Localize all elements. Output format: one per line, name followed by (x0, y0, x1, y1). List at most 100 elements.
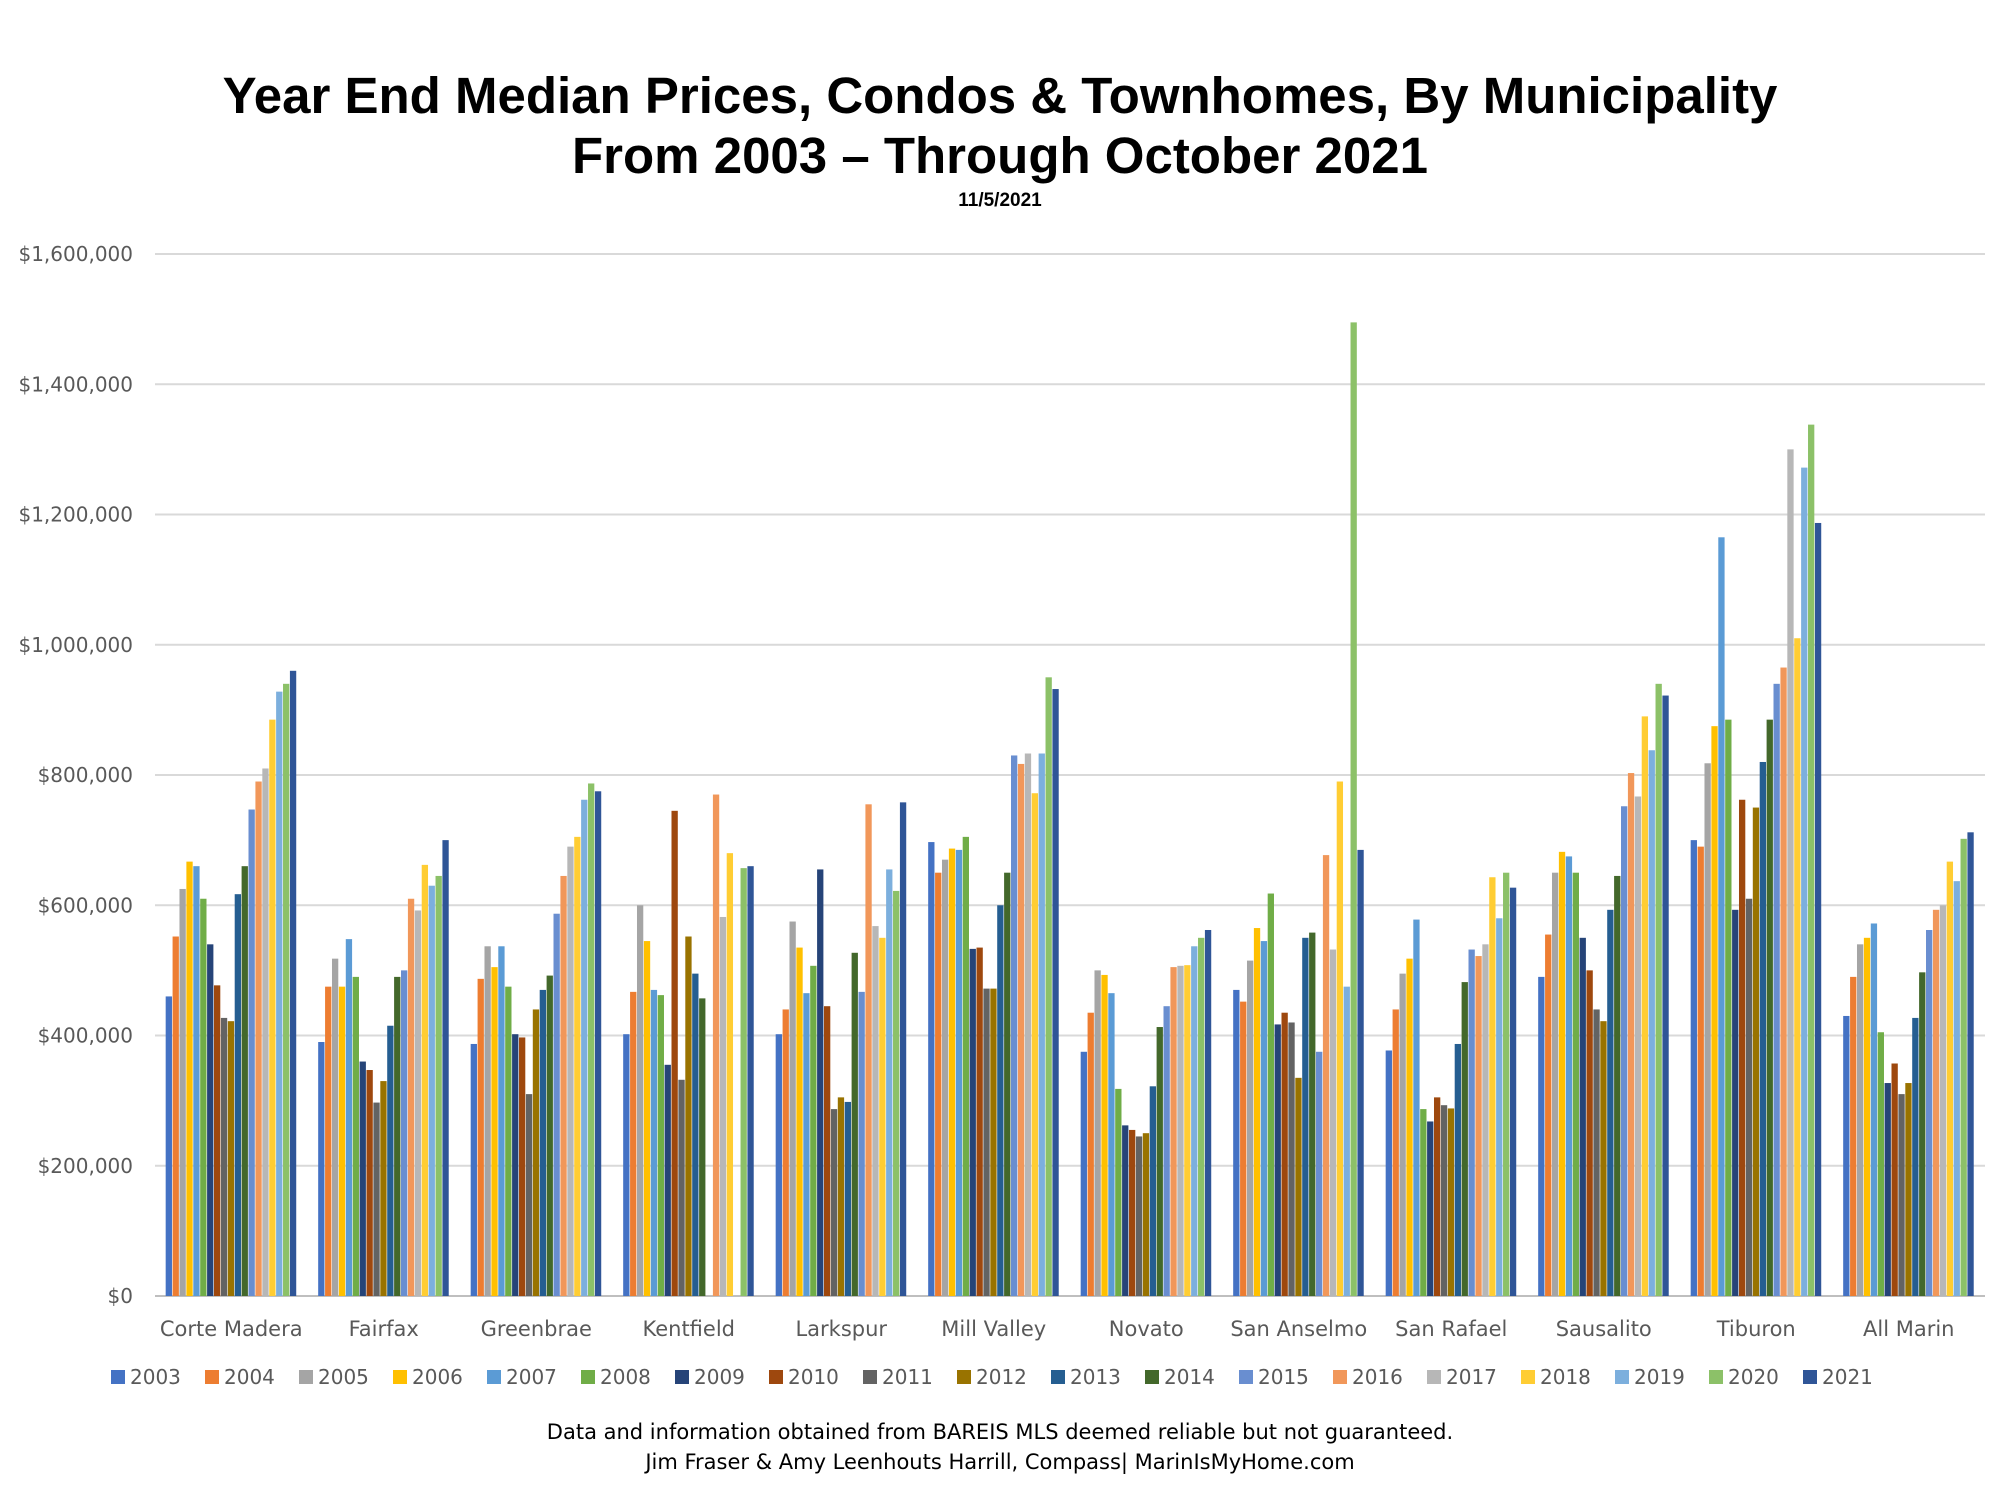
bar (1128, 1129, 1136, 1296)
x-tick-label: Novato (1109, 1317, 1184, 1341)
bar (1413, 919, 1420, 1296)
bar (1357, 849, 1364, 1296)
bar (1538, 976, 1545, 1296)
bar (505, 986, 512, 1296)
bar (1912, 1017, 1919, 1296)
chart-date: 11/5/2021 (958, 190, 1042, 211)
y-axis-tick-labels: $0 $200,000 $400,000 $600,000 $800,000 $1,000… (18, 242, 133, 1308)
bar (1843, 1015, 1850, 1296)
bar (1045, 677, 1052, 1296)
bar (428, 885, 435, 1296)
bar (810, 965, 817, 1296)
bar (1038, 753, 1045, 1296)
bar (1814, 522, 1822, 1296)
bar (899, 802, 907, 1296)
bar (220, 1017, 228, 1296)
bar (1489, 877, 1496, 1296)
bar (574, 836, 581, 1296)
bar (997, 905, 1004, 1296)
legend-swatch (1709, 1370, 1723, 1384)
bar (207, 944, 214, 1296)
bar (1732, 909, 1739, 1296)
bar (1718, 537, 1725, 1296)
bar (213, 985, 221, 1296)
legend-label: 2015 (1258, 1365, 1309, 1389)
bar (1600, 1021, 1607, 1296)
bar (1475, 956, 1482, 1296)
bar (366, 1070, 373, 1296)
bar (1551, 872, 1559, 1296)
legend-swatch (1427, 1370, 1441, 1384)
bar (837, 1097, 845, 1296)
bar (553, 913, 560, 1296)
bar (747, 866, 754, 1296)
x-tick-label: Larkspur (795, 1317, 887, 1341)
bar (1503, 872, 1510, 1296)
legend-label: 2016 (1352, 1365, 1403, 1389)
bar (1482, 944, 1489, 1296)
bar (588, 783, 595, 1296)
legend-label: 2009 (694, 1365, 745, 1389)
bar (782, 1009, 789, 1296)
bar (1891, 1063, 1898, 1296)
bar-series (165, 322, 1974, 1297)
bar (1960, 838, 1967, 1296)
legend-label: 2019 (1634, 1365, 1685, 1389)
legend-swatch (1615, 1370, 1629, 1384)
x-tick-label: Fairfax (349, 1317, 419, 1341)
bar (1926, 929, 1933, 1296)
bar (414, 910, 422, 1296)
bar (851, 952, 858, 1296)
legend-label: 2006 (412, 1365, 463, 1389)
bar (387, 1025, 394, 1296)
bar (1711, 726, 1718, 1296)
bar (872, 926, 879, 1296)
bar (1399, 973, 1406, 1296)
bar (1440, 1105, 1448, 1296)
x-axis-category-labels: Corte Madera Fairfax Greenbrae Kentfield Lar… (160, 1317, 1955, 1341)
bar (1191, 946, 1198, 1296)
x-tick-label: San Anselmo (1230, 1317, 1367, 1341)
y-tick-label: $0 (108, 1284, 133, 1308)
bar (1545, 934, 1552, 1296)
bar (1017, 763, 1025, 1296)
bar (255, 781, 262, 1296)
bar (435, 875, 442, 1296)
legend-label: 2013 (1070, 1365, 1121, 1389)
bar (380, 1081, 387, 1296)
bar (1614, 875, 1621, 1296)
legend-swatch (675, 1370, 689, 1384)
bar (712, 794, 720, 1296)
bar (338, 986, 346, 1296)
legend-swatch (487, 1370, 501, 1384)
bar (1350, 322, 1357, 1297)
bar (1267, 893, 1274, 1296)
bar (1108, 993, 1115, 1296)
legend-swatch (1803, 1370, 1817, 1384)
bar (830, 1109, 838, 1296)
bar (241, 866, 248, 1296)
bar (1433, 1097, 1441, 1296)
bar (1877, 1032, 1884, 1296)
bar (1801, 467, 1808, 1296)
x-tick-label: Greenbrae (481, 1317, 592, 1341)
bar (1427, 1121, 1434, 1296)
bar (234, 894, 242, 1296)
bar (539, 989, 547, 1296)
bar (248, 809, 255, 1296)
bar (407, 898, 415, 1296)
bar (1177, 965, 1184, 1296)
bar (685, 936, 692, 1296)
bar (1198, 937, 1205, 1296)
bar (1461, 982, 1468, 1296)
bar (1648, 750, 1655, 1296)
y-tick-label: $400,000 (38, 1024, 133, 1048)
bar (1946, 861, 1954, 1296)
legend-swatch (581, 1370, 595, 1384)
y-tick-label: $1,600,000 (18, 242, 133, 266)
bar (1808, 424, 1815, 1296)
bar (1385, 1050, 1392, 1296)
bar (1336, 781, 1344, 1296)
bar (955, 849, 963, 1296)
bar (1572, 872, 1579, 1296)
